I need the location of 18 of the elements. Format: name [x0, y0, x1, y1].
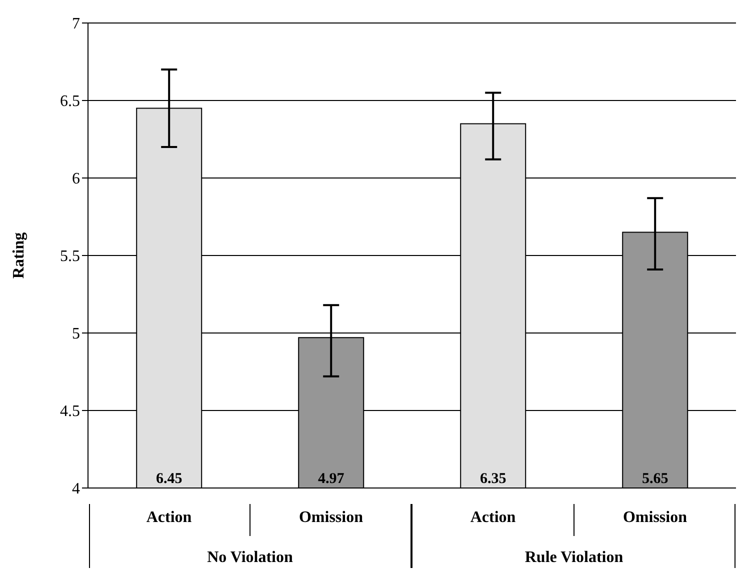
y-tick-label: 7 [72, 16, 80, 33]
x-tick-label: Omission [298, 509, 364, 526]
text: Rule Violation [524, 549, 624, 566]
y-tick-label: 4 [72, 480, 80, 498]
y-tick-label: 4.5 [60, 403, 80, 420]
text: No Violation [207, 549, 293, 566]
x-tick-label: Action [470, 509, 516, 526]
data-label: 6.45 [156, 471, 182, 487]
x-tick-label: Action [146, 509, 192, 526]
y-tick-label: 5 [72, 326, 80, 343]
data-label: 4.97 [318, 471, 345, 487]
y-axis-title: Rating [10, 232, 28, 279]
x-tick-label: Omission [622, 509, 688, 526]
data-label: 6.35 [480, 471, 506, 487]
y-tick-label: 6.5 [60, 93, 80, 110]
data-label: 5.65 [642, 471, 668, 487]
y-tick-label: 5.5 [60, 248, 80, 266]
y-tick-label: 6 [72, 170, 80, 188]
